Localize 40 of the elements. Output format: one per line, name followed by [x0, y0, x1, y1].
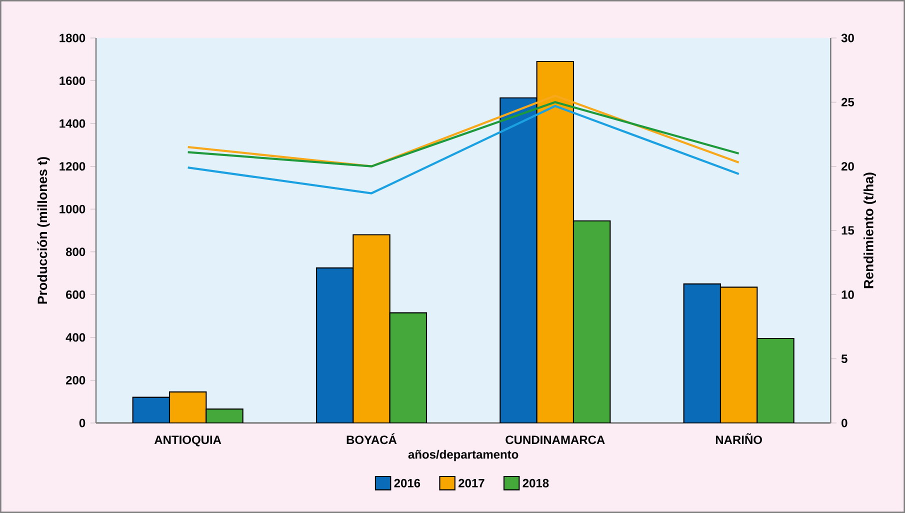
legend-label: 2016	[394, 478, 420, 488]
bar	[720, 286, 758, 423]
x-tick-label: CUNDINAMARCA	[506, 436, 605, 444]
y2-tick-label: 10	[842, 290, 854, 299]
y2-tick-label: 30	[841, 34, 854, 42]
y2-tick-label: 20	[841, 162, 854, 171]
y-tick-label: 1400	[60, 119, 86, 128]
y-axis-title: Producción (millones t)	[37, 157, 50, 304]
y-tick-label: 0	[79, 418, 86, 428]
x-tick-label: BOYACÁ	[346, 433, 397, 444]
bar	[168, 391, 207, 423]
bar	[206, 409, 243, 423]
y2-tick-label: 5	[841, 354, 848, 364]
bar	[352, 234, 390, 423]
bar	[536, 60, 574, 423]
y-tick-label: 400	[66, 333, 86, 342]
y2-tick-label: 0	[842, 418, 848, 428]
x-tick-label: NARIÑO	[716, 433, 762, 444]
y2-axis-title: Rendimiento (t/ha)	[864, 172, 876, 288]
y-tick-label: 200	[66, 376, 86, 384]
y-tick-label: 600	[66, 290, 86, 299]
legend-label: 2018	[522, 478, 549, 488]
y-tick-label: 800	[66, 248, 86, 256]
y2-tick-label: 25	[841, 98, 854, 106]
bar	[389, 312, 428, 423]
bar	[572, 220, 611, 423]
y-tick-label: 1000	[60, 204, 86, 214]
y2-tick-label: 15	[842, 226, 854, 235]
legend-label: 2017	[458, 478, 484, 488]
y-tick-label: 1600	[60, 76, 86, 86]
x-tick-label: ANTIOQUIA	[154, 436, 222, 446]
y-tick-label: 1200	[60, 162, 86, 171]
bar	[500, 97, 538, 423]
bar	[316, 267, 354, 423]
y-tick-label: 1800	[60, 34, 86, 42]
bar	[132, 396, 170, 423]
bar	[756, 338, 794, 423]
bar	[683, 283, 722, 423]
line-series	[186, 104, 740, 194]
x-axis-title: años/departamento	[408, 450, 518, 462]
